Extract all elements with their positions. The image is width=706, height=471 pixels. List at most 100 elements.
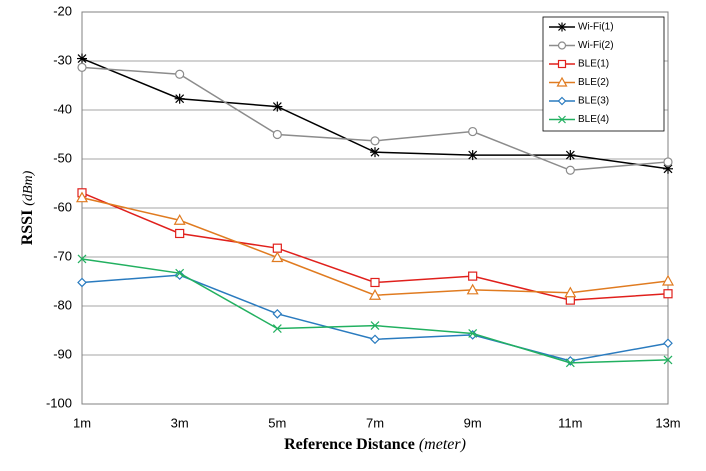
- x-tick-label: 3m: [171, 415, 189, 430]
- marker: [557, 59, 567, 69]
- marker-shape: [565, 165, 575, 175]
- marker-shape: [663, 289, 673, 299]
- marker-shape: [557, 59, 567, 69]
- marker: [557, 41, 567, 50]
- x-label: Reference Distance: [284, 436, 415, 453]
- marker: [663, 157, 673, 167]
- marker: [77, 53, 87, 64]
- legend-label: BLE(4): [578, 114, 609, 125]
- marker-shape: [175, 69, 185, 79]
- x-tick-label: 9m: [464, 415, 482, 430]
- marker-shape: [77, 62, 87, 72]
- marker: [556, 76, 568, 87]
- marker: [565, 150, 576, 161]
- marker-shape: [661, 274, 675, 286]
- marker: [558, 115, 566, 124]
- marker-shape: [75, 191, 89, 203]
- y-label-unit: (dBm): [21, 170, 36, 205]
- marker: [175, 268, 185, 278]
- marker: [174, 93, 185, 104]
- marker: [468, 271, 478, 281]
- marker-shape: [77, 254, 87, 264]
- marker: [272, 101, 283, 112]
- y-tick-label: -40: [53, 101, 72, 116]
- marker: [272, 308, 283, 319]
- marker-shape: [370, 321, 380, 331]
- marker: [370, 147, 380, 158]
- marker: [370, 136, 380, 146]
- marker: [663, 338, 673, 349]
- marker: [271, 251, 284, 263]
- y-axis-title: RSSI (dBm): [19, 170, 36, 245]
- marker: [272, 324, 282, 333]
- legend-box: [542, 16, 665, 132]
- marker: [175, 69, 185, 79]
- plot-frame: [81, 11, 669, 405]
- marker: [565, 358, 575, 368]
- legend-label: BLE(2): [578, 77, 609, 88]
- y-tick-label: -60: [53, 199, 72, 214]
- legend-label: Wi-Fi(1): [578, 22, 614, 33]
- marker-shape: [558, 115, 566, 124]
- marker-shape: [564, 286, 577, 298]
- x-axis-title: Reference Distance (meter): [284, 436, 466, 453]
- marker: [75, 191, 89, 203]
- marker: [468, 126, 478, 137]
- marker: [370, 277, 380, 288]
- legend-label: Wi-Fi(2): [578, 40, 614, 51]
- x-tick-label: 1m: [73, 415, 91, 430]
- marker-shape: [272, 308, 283, 319]
- y-tick-label: -90: [53, 346, 72, 361]
- marker-shape: [468, 126, 478, 137]
- marker-shape: [272, 129, 282, 140]
- marker-shape: [466, 283, 479, 295]
- series-line: [81, 258, 669, 364]
- marker-shape: [175, 228, 185, 239]
- y-tick-label: -100: [46, 395, 72, 410]
- marker-shape: [565, 358, 575, 368]
- marker-shape: [468, 271, 478, 281]
- marker: [173, 214, 186, 225]
- series-line: [81, 274, 669, 362]
- x-tick-label: 5m: [268, 415, 286, 430]
- marker-shape: [556, 76, 568, 87]
- marker: [557, 22, 567, 32]
- marker: [175, 228, 185, 239]
- marker: [557, 96, 567, 106]
- marker-shape: [468, 329, 478, 338]
- x-tick-label: 7m: [366, 415, 384, 430]
- marker: [77, 62, 87, 72]
- marker-shape: [272, 243, 282, 253]
- y-tick-label: -50: [53, 150, 72, 165]
- x-tick-label: 11m: [558, 415, 582, 430]
- legend: Wi-Fi(1) Wi-Fi(2) BLE(1) BLE(2) BLE(3) BLE(4): [542, 16, 665, 132]
- marker-shape: [370, 277, 380, 288]
- marker: [663, 163, 673, 174]
- y-label: RSSI: [19, 210, 36, 246]
- y-tick-label: -70: [53, 248, 72, 263]
- marker: [368, 288, 382, 300]
- marker: [77, 254, 87, 264]
- marker-shape: [271, 251, 284, 263]
- marker-shape: [173, 214, 186, 225]
- x-label-unit: (meter): [419, 436, 466, 453]
- marker-shape: [272, 324, 282, 333]
- marker-shape: [370, 334, 380, 345]
- marker-shape: [557, 41, 567, 50]
- marker: [565, 165, 575, 175]
- marker: [468, 329, 478, 338]
- marker: [663, 355, 673, 365]
- y-tick-label: -30: [53, 52, 72, 67]
- marker-shape: [663, 355, 673, 365]
- legend-label: BLE(3): [578, 96, 609, 107]
- marker-shape: [370, 136, 380, 146]
- x-tick-label: 13m: [655, 415, 680, 430]
- y-tick-label: -80: [53, 297, 72, 312]
- marker: [661, 274, 675, 286]
- marker-shape: [175, 268, 185, 278]
- marker-shape: [663, 338, 673, 349]
- marker-shape: [368, 288, 382, 300]
- marker: [370, 321, 380, 331]
- marker: [564, 286, 577, 298]
